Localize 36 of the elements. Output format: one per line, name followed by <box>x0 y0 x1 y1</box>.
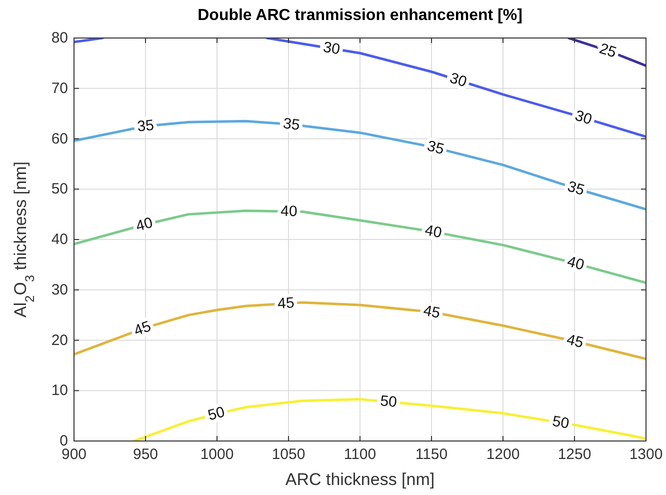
text: 50 <box>551 412 570 432</box>
chart-title: Double ARC tranmission enhancement [%] <box>198 7 522 24</box>
x-tick-label: 1250 <box>558 446 592 463</box>
x-tick-label: 950 <box>132 446 158 463</box>
text: 25 <box>597 40 618 62</box>
text: 45 <box>277 294 295 313</box>
text: 50 <box>380 392 398 412</box>
x-tick-label: 1100 <box>344 446 376 463</box>
text: 45 <box>132 318 154 340</box>
y-tick-label: 80 <box>51 30 68 46</box>
text: 35 <box>566 178 586 200</box>
text: 30 <box>572 107 594 128</box>
text: 40 <box>565 253 586 274</box>
x-tick-label: 1050 <box>272 446 306 463</box>
y-tick-label: 60 <box>51 130 68 148</box>
text: 30 <box>322 38 342 58</box>
y-tick-label: 50 <box>51 180 68 198</box>
text: 40 <box>424 222 444 242</box>
y-tick-label: 20 <box>51 332 68 349</box>
text: 40 <box>134 214 155 236</box>
text: 30 <box>448 70 469 91</box>
y-tick-label: 70 <box>51 80 68 97</box>
x-axis-title: ARC thickness [nm] <box>285 470 435 489</box>
x-tick-label: 1000 <box>200 446 234 463</box>
text: 35 <box>425 138 446 158</box>
x-tick-label: 1300 <box>629 446 663 463</box>
x-tick-label: 1200 <box>486 446 520 463</box>
x-tick-label: 1150 <box>415 446 448 463</box>
text: 35 <box>136 116 155 136</box>
text: 45 <box>564 331 586 352</box>
text: 45 <box>422 302 442 322</box>
text: 50 <box>206 404 227 424</box>
y-tick-label: 30 <box>51 281 68 298</box>
y-tick-label: 10 <box>51 382 68 400</box>
text: 35 <box>282 115 301 134</box>
y-tick-label: 40 <box>51 231 68 248</box>
